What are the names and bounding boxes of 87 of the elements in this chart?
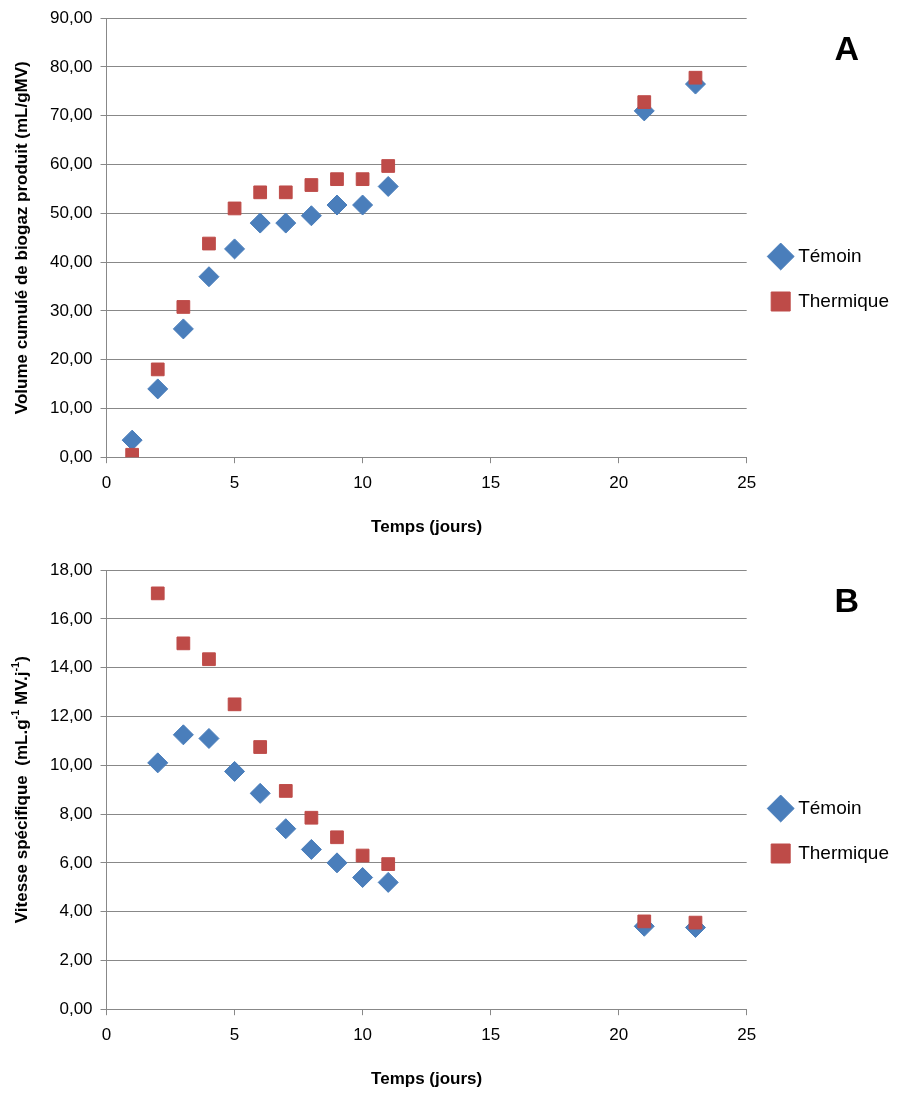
x-tick-label: 5 [229,1025,240,1045]
y-tick-label: 8,00 [59,803,93,823]
point [381,159,396,173]
y-tick-label: 30,00 [49,300,93,320]
point [224,238,246,260]
point [198,266,220,288]
point [202,236,216,251]
point [150,362,165,377]
point [304,178,319,192]
point [278,784,293,798]
y-tick-label: 20,00 [49,349,93,369]
y-tick-label: 18,00 [49,559,93,579]
point [176,300,191,314]
point [253,740,268,754]
legend-label: Thermique [798,841,890,863]
x-tick-label: 10 [353,1025,373,1045]
point [227,697,242,712]
y-tick-label: 50,00 [49,203,93,222]
point [253,185,268,200]
x-axis-title: Temps (jours) [371,517,483,537]
point [121,429,143,451]
legend-label: Témoin [798,796,862,818]
point [326,852,348,874]
point [147,378,169,400]
text: A [834,28,859,67]
point [249,212,271,234]
x-tick-label: 0 [101,473,112,493]
x-tick-label: 5 [229,473,240,493]
x-tick-label: 25 [737,473,757,493]
point [352,194,374,216]
point [150,586,165,601]
point [278,185,293,200]
legend-label: Thermique [798,289,890,311]
y-tick-label: 60,00 [49,154,93,174]
point [304,810,319,825]
y-tick-label: 0,00 [59,446,93,466]
point [300,205,322,227]
point [377,871,399,893]
y-tick-label: 4,00 [59,901,93,921]
y-tick-label: 16,00 [49,608,93,628]
point [172,318,194,340]
y-tick-label: 70,00 [49,105,93,125]
x-tick-label: 0 [101,1025,112,1045]
point [688,915,703,930]
y-tick-label: 6,00 [59,852,93,872]
point [355,848,370,863]
y-axis-title: Vitesse spécifique (mL.g-1 MV.j-1) [9,656,31,924]
point [202,652,216,667]
point [352,867,374,888]
point [330,172,344,187]
x-tick-label: 25 [737,1025,757,1045]
point [300,838,322,860]
point [224,760,246,782]
point [637,95,652,109]
y-tick-label: 10,00 [49,398,93,418]
point [326,194,348,216]
x-tick-label: 10 [353,473,373,493]
y-tick-label: 2,00 [59,950,93,970]
point [147,752,169,774]
x-tick-label: 15 [481,1025,501,1045]
point [172,724,194,746]
point [249,782,271,804]
point [176,636,191,651]
x-tick-label: 20 [609,1025,629,1045]
text: B [834,580,859,619]
point [381,857,396,871]
y-tick-label: 80,00 [49,56,93,76]
x-tick-label: 20 [609,473,629,493]
point [688,70,703,85]
y-tick-label: 14,00 [49,657,93,677]
point [355,172,370,187]
y-tick-label: 12,00 [49,706,93,726]
legend-label: Témoin [798,244,862,266]
y-tick-label: 40,00 [49,251,93,271]
point [637,914,652,929]
point [377,175,399,197]
y-tick-label: 90,00 [49,7,93,27]
point [330,830,344,845]
x-tick-label: 15 [481,473,501,493]
point [227,201,242,216]
point [275,818,297,840]
x-axis-title: Temps (jours) [371,1069,483,1089]
y-tick-label: 0,00 [59,998,93,1018]
point [198,727,220,749]
point [275,212,297,234]
y-axis-title: Volume cumulé de biogaz produit (mL/gMV) [11,61,31,415]
y-tick-label: 10,00 [49,755,93,774]
